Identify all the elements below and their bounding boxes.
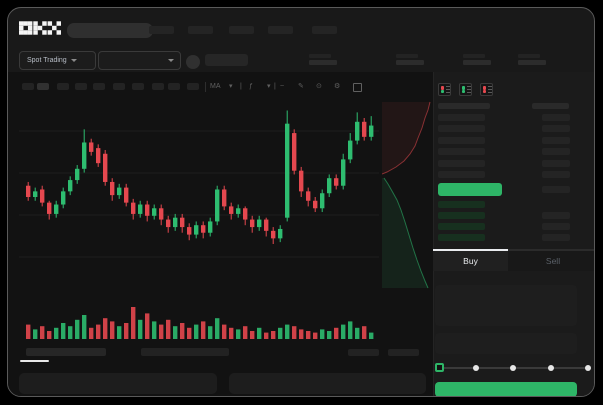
ask-amount-placeholder [542,136,570,144]
toolbar-divider [205,82,206,92]
total-field[interactable] [435,333,577,354]
stat-value-placeholder [463,60,491,65]
ask-price-placeholder[interactable] [438,159,485,167]
divider: | [240,83,242,90]
ask-amount-placeholder [542,171,570,178]
ask-price-placeholder[interactable] [438,114,485,121]
screenshot-icon[interactable]: ⊙ [316,83,322,90]
ask-price-placeholder[interactable] [438,136,485,144]
stat-label-placeholder [309,54,331,58]
chart-option-placeholder[interactable] [388,349,419,356]
app-window: Spot Trading Buy Sell [7,7,595,397]
tab-sell[interactable]: Sell [508,249,594,271]
market-type-label: Spot Trading [27,57,67,64]
book-mode-asks[interactable] [480,83,493,96]
bid-amount-placeholder [542,212,570,219]
book-mode-combined[interactable] [438,83,451,96]
indicator-ma-label[interactable]: MA [210,83,221,90]
stat-label-placeholder [518,54,540,58]
search-input[interactable] [67,23,153,38]
timeframe-button-placeholder[interactable] [132,83,144,90]
fx-indicator-icon[interactable]: ƒ [249,83,253,90]
orderbook-header-price [438,103,490,109]
bid-price-placeholder[interactable] [438,223,485,230]
chevron-down-icon[interactable]: ▾ [229,83,233,90]
line-tool-icon[interactable]: ~ [280,83,285,90]
active-tab-underline [20,360,49,362]
ask-amount-placeholder [542,114,570,121]
bid-amount-placeholder [542,223,570,230]
chart-settings-icon[interactable]: ⚙ [334,83,341,90]
bid-price-placeholder[interactable] [438,212,485,219]
timeframe-button-placeholder[interactable] [93,83,105,90]
timeframe-button-placeholder[interactable] [22,83,34,90]
last-price-amount-placeholder [542,186,570,193]
chevron-down-icon [168,59,174,62]
depth-chart [382,101,431,289]
tab-sell-label: Sell [545,256,561,266]
orderbook-header-amount [532,103,569,109]
tab-buy[interactable]: Buy [433,249,508,271]
book-mode-bids[interactable] [459,83,472,96]
chevron-down-icon [70,59,77,62]
tab-buy-label: Buy [463,256,478,266]
slider-handle[interactable] [435,363,444,372]
bid-amount-placeholder [542,234,570,241]
draw-tool-icon[interactable]: ✎ [298,83,304,90]
nav-item-placeholder[interactable] [229,26,254,34]
nav-item-placeholder[interactable] [312,26,337,34]
price-amount-field[interactable] [435,285,577,326]
timeframe-button-placeholder[interactable] [113,83,125,90]
stat-label-placeholder [463,54,485,58]
slider-stop-dot[interactable] [585,365,591,371]
chevron-down-icon[interactable]: ▾ [267,83,271,90]
slider-stop-dot[interactable] [473,365,479,371]
timeframe-button-placeholder[interactable] [168,83,180,90]
timeframe-button-placeholder[interactable] [37,83,49,90]
bid-price-placeholder[interactable] [438,201,485,208]
nav-item-placeholder[interactable] [149,26,174,34]
candlestick-chart[interactable] [19,98,379,293]
bid-price-placeholder[interactable] [438,234,485,241]
timeframe-button-placeholder[interactable] [75,83,87,90]
stat-value-placeholder [518,60,546,65]
timeframe-button-placeholder[interactable] [57,83,69,90]
last-price-bar[interactable] [438,183,502,196]
pair-select[interactable] [98,51,181,70]
nav-item-placeholder[interactable] [188,26,213,34]
nav-item-placeholder[interactable] [268,26,293,34]
pair-action-button[interactable] [205,54,248,66]
pair-avatar[interactable] [186,55,200,69]
chart-tab-placeholder[interactable] [26,348,106,356]
okx-logo[interactable] [19,21,61,40]
volume-chart[interactable] [19,297,379,339]
slider-stop-dot[interactable] [510,365,516,371]
stat-label-placeholder [396,54,418,58]
ask-price-placeholder[interactable] [438,171,485,178]
ask-price-placeholder[interactable] [438,125,485,133]
stat-value-placeholder [396,60,424,65]
ask-amount-placeholder [542,148,570,156]
chart-tab-placeholder[interactable] [141,348,229,356]
chart-option-placeholder[interactable] [348,349,379,356]
divider: | [274,83,276,90]
ask-amount-placeholder [542,159,570,167]
timeframe-button-placeholder[interactable] [187,83,199,90]
slider-stop-dot[interactable] [548,365,554,371]
market-type-select[interactable]: Spot Trading [19,51,96,70]
bottom-panel-right [229,373,426,394]
fullscreen-icon[interactable] [353,83,362,92]
ask-price-placeholder[interactable] [438,148,485,156]
ask-amount-placeholder [542,125,570,133]
buy-submit-button[interactable] [435,382,577,396]
timeframe-button-placeholder[interactable] [152,83,164,90]
stat-value-placeholder [309,60,337,65]
bottom-panel-left [19,373,217,394]
